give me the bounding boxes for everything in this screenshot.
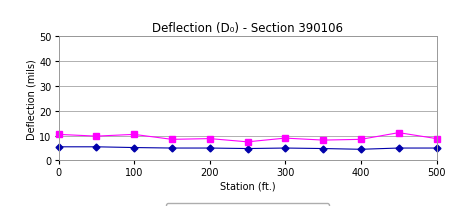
7/15/2008 [207,138,212,140]
7/15/2008 [56,133,61,136]
7/15/2008 [320,139,326,142]
11/5/1996 [283,147,288,150]
7/15/2008 [396,132,401,134]
11/5/1996 [396,147,401,150]
7/15/2008 [131,133,137,136]
7/15/2008 [358,138,364,141]
11/5/1996 [434,147,439,150]
Legend: 11/5/1996, 7/15/2008: 11/5/1996, 7/15/2008 [166,202,329,206]
11/5/1996 [56,146,61,148]
7/15/2008 [434,138,439,140]
X-axis label: Station (ft.): Station (ft.) [220,180,275,190]
11/5/1996 [358,148,364,151]
7/15/2008 [245,141,250,143]
7/15/2008 [283,137,288,140]
Title: Deflection (D₀) - Section 390106: Deflection (D₀) - Section 390106 [152,22,343,35]
Y-axis label: Deflection (mils): Deflection (mils) [27,59,36,139]
Line: 11/5/1996: 11/5/1996 [56,145,439,152]
11/5/1996 [94,146,99,148]
7/15/2008 [94,135,99,138]
11/5/1996 [245,147,250,150]
7/15/2008 [169,138,175,141]
11/5/1996 [169,147,175,150]
Line: 7/15/2008: 7/15/2008 [55,130,440,146]
11/5/1996 [131,147,137,149]
11/5/1996 [320,147,326,150]
11/5/1996 [207,147,212,150]
